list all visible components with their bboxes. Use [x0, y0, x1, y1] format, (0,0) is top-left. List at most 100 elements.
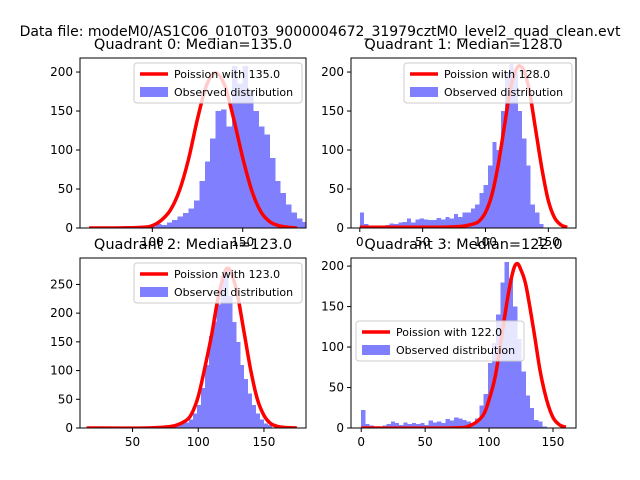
- legend-bar-swatch: [140, 287, 168, 297]
- histogram-bar: [529, 407, 535, 428]
- histogram-bar: [475, 204, 480, 228]
- histogram-bar: [228, 295, 233, 428]
- histogram-bar: [183, 213, 189, 228]
- legend-box: [403, 62, 573, 104]
- axes-frame: [350, 257, 577, 429]
- axes-frame: [350, 57, 577, 229]
- histogram-bar: [291, 212, 297, 228]
- histogram-bar: [398, 222, 403, 228]
- axes-frame: [79, 257, 307, 429]
- histogram-bar: [302, 221, 306, 228]
- histogram-bar: [402, 221, 407, 228]
- histogram-bar: [248, 91, 254, 228]
- histogram-bar: [411, 222, 416, 228]
- histogram-bar: [224, 270, 229, 428]
- histogram-bar: [462, 419, 467, 428]
- x-tick-label: 50: [125, 435, 140, 449]
- quadrant-title: Quadrant 0: Median=135.0: [94, 37, 292, 53]
- legend-bar-label: Observed distribution: [174, 86, 293, 99]
- histogram-bar: [155, 224, 162, 228]
- quadrant-title: Quadrant 1: Median=128.0: [364, 37, 562, 53]
- histogram-bar: [236, 341, 241, 428]
- x-tick-label: 0: [356, 235, 364, 249]
- histogram-bar: [526, 165, 531, 228]
- histogram-bar: [521, 371, 526, 428]
- histogram-bar: [221, 109, 227, 228]
- histogram-bar: [394, 423, 400, 428]
- histogram-bar: [424, 424, 429, 428]
- histogram-bar: [423, 219, 429, 228]
- legend-line-label: Poission with 135.0: [174, 68, 280, 81]
- quadrant-1-panel: 0 50 100 150 0 50 100 150 200 Quadrant 1: Median=…: [321, 37, 577, 249]
- histogram-bar: [220, 275, 225, 428]
- histogram-bar: [215, 111, 222, 228]
- y-tick-label: 50: [58, 392, 73, 406]
- histogram-bar: [530, 204, 536, 228]
- histogram-bar: [462, 212, 467, 228]
- histogram-bar: [445, 419, 450, 428]
- histogram-bar: [240, 364, 245, 428]
- histogram-bar: [204, 364, 209, 428]
- histogram-bar: [365, 423, 370, 428]
- y-tick-label: 0: [65, 221, 73, 235]
- histogram-bar: [200, 387, 205, 428]
- histogram-bars: [150, 65, 313, 228]
- legend-box: [355, 320, 525, 362]
- histogram-bar: [458, 418, 463, 428]
- histogram-bar: [390, 421, 395, 428]
- histogram-bar: [522, 138, 527, 228]
- quadrant-0-panel: 100 150 0 50 100 150 200 Quadrant 0: Median=135…: [50, 37, 313, 249]
- histogram-bar: [479, 192, 484, 228]
- x-tick-label: 100: [478, 435, 501, 449]
- y-tick-label: 100: [321, 340, 344, 354]
- legend-bar-swatch: [362, 345, 390, 355]
- histogram-bar: [248, 393, 253, 428]
- histogram-bar: [386, 423, 391, 428]
- quadrant-2-panel: 50 100 150 0 50 100 150 200 250 Quadrant 2: Media…: [50, 237, 307, 449]
- histogram-bar: [308, 224, 313, 228]
- histogram-bar: [517, 111, 523, 228]
- x-tick-label: 100: [141, 235, 164, 249]
- y-tick-label: 100: [321, 143, 344, 157]
- histogram-bar: [428, 420, 433, 428]
- histogram-bar: [296, 218, 303, 228]
- histogram-bar: [470, 208, 476, 228]
- histogram-bar: [188, 208, 194, 228]
- legend: Poission with 122.0 Observed distribution: [355, 320, 525, 362]
- quadrant-title: Quadrant 3: Median=122.0: [364, 237, 562, 253]
- legend-line-label: Poission with 122.0: [396, 326, 502, 339]
- histogram-bar: [242, 65, 249, 228]
- histogram-bar: [415, 219, 420, 228]
- histogram-bar: [210, 138, 216, 228]
- histogram-bar: [535, 212, 540, 228]
- legend-bar-swatch: [410, 87, 438, 97]
- y-tick-label: 200: [50, 65, 73, 79]
- histogram-bar: [500, 111, 506, 228]
- histogram-bar: [252, 405, 257, 428]
- histogram-bar: [269, 157, 276, 228]
- histogram-bar: [509, 64, 514, 228]
- legend: Poission with 123.0 Observed distribution: [133, 262, 303, 304]
- y-tick-label: 100: [50, 364, 73, 378]
- histogram-bar: [237, 83, 243, 228]
- histogram-bar: [437, 421, 442, 428]
- legend-bar-swatch: [140, 87, 168, 97]
- histogram-bar: [263, 423, 268, 428]
- histogram-bar: [407, 423, 412, 428]
- histogram-bar: [181, 423, 186, 428]
- histogram-bar: [496, 150, 501, 228]
- histogram-bar: [204, 161, 211, 228]
- histogram-bar: [193, 200, 200, 228]
- histogram-bar: [436, 217, 441, 228]
- histogram-bar: [441, 219, 446, 228]
- histogram-bar: [542, 426, 547, 428]
- histogram-bar: [212, 321, 217, 428]
- y-tick-label: 0: [65, 421, 73, 435]
- histogram-bar: [453, 213, 459, 228]
- histogram-bar: [513, 306, 518, 428]
- histogram-bar: [258, 126, 265, 228]
- histogram-bar: [193, 413, 197, 428]
- histogram-bar: [419, 218, 424, 228]
- histogram-bar: [226, 126, 232, 228]
- histogram-bar: [513, 72, 518, 228]
